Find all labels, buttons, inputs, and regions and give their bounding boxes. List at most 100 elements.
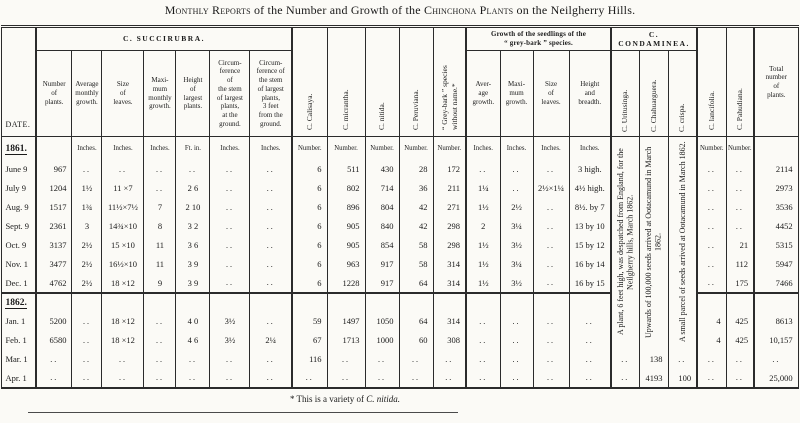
value-cell: ..: [209, 235, 250, 255]
species-column-header-calisaya: C. Calisaya.: [291, 26, 328, 137]
date-cell: Mar. 1: [1, 349, 36, 369]
date-label: Mar. 1: [5, 354, 28, 364]
value-cell: ..: [143, 159, 176, 179]
value-cell: ..: [568, 330, 612, 350]
column-header-height: Height of largest plants.: [175, 50, 210, 137]
table-row: July 9 1204 1½ 11 ×7.. 2 6.... 6 802 714 36 211 1¼…: [1, 178, 799, 198]
value-cell: ..: [696, 216, 727, 236]
value-cell: 116: [291, 349, 328, 369]
value-cell: 6: [291, 159, 328, 179]
value-cell: ..: [667, 349, 698, 369]
condaminea-note-text: A small parcel of seeds arrived at Ootac…: [677, 141, 687, 343]
value-cell: [753, 291, 799, 312]
value-cell: 25,000: [753, 368, 799, 388]
date-cell: Aug. 9: [1, 197, 36, 217]
value-cell: ..: [101, 349, 144, 369]
value-cell: ..: [610, 368, 640, 388]
value-cell: 172: [432, 159, 467, 179]
value-cell: ..: [532, 254, 570, 274]
value-cell: 5947: [753, 254, 799, 274]
value-cell: ..: [143, 349, 176, 369]
value-cell: 1228: [326, 273, 366, 293]
column-header-seedling-avg: Aver- age growth.: [465, 50, 501, 137]
value-cell: 511: [326, 159, 366, 179]
value-cell: [696, 291, 727, 312]
value-cell: ..: [71, 349, 102, 369]
condaminea-note-cell: A small parcel of seeds arrived at Ootac…: [667, 136, 698, 350]
value-cell: 5200: [34, 311, 72, 331]
value-cell: 804: [364, 197, 400, 217]
condaminea-note-cell: A plant, 6 feet high, was despatched fro…: [610, 136, 640, 350]
value-cell: ..: [209, 178, 250, 198]
table-row: June 9 967............ 6 511 430 28 172...... 3…: [1, 159, 799, 179]
value-cell: [432, 291, 467, 312]
value-cell: 42: [398, 197, 434, 217]
value-cell: 1½: [465, 254, 501, 274]
value-cell: [364, 291, 400, 312]
species-column-header-lancifolia: C. lancifolia.: [696, 26, 727, 137]
value-cell: 3¼: [499, 216, 534, 236]
value-cell: 963: [326, 254, 366, 274]
value-cell: 36: [398, 178, 434, 198]
table-row: 1861. Inches. Inches. Inches. Ft. in. Inches.…: [1, 136, 799, 350]
value-cell: 138: [638, 349, 669, 369]
value-cell: Number.: [326, 136, 366, 160]
value-cell: ..: [465, 349, 501, 369]
value-cell: 21: [725, 235, 755, 255]
value-cell: Inches.: [499, 136, 534, 160]
value-cell: 896: [326, 197, 366, 217]
title-part-end: on the Neilgherry Hills.: [513, 3, 636, 17]
table-row: 1862.: [1, 291, 799, 312]
page-title: Monthly Reports of the Number and Growth…: [0, 0, 800, 18]
value-cell: 3¼: [499, 254, 534, 274]
species-column-header-chahuarguera: C. Chahuarguera.: [638, 50, 669, 137]
species-column-header-pahudiana: C. Pahudiana.: [725, 26, 755, 137]
column-header-circ-ground: Circum- ference of the stem of largest p…: [209, 50, 250, 137]
date-label: Oct. 9: [5, 240, 27, 250]
value-cell: ..: [696, 254, 727, 274]
value-cell: Inches.: [101, 136, 144, 160]
value-cell: 4½ high.: [568, 178, 612, 198]
value-cell: [175, 291, 210, 312]
value-cell: ..: [725, 178, 755, 198]
value-cell: ..: [532, 235, 570, 255]
value-cell: 112: [725, 254, 755, 274]
table-row: Mar. 1.............. 116.................…: [1, 349, 799, 369]
value-cell: Inches.: [209, 136, 250, 160]
value-cell: 2½: [71, 254, 102, 274]
date-cell: June 9: [1, 159, 36, 179]
value-cell: 18 ×12: [101, 311, 144, 331]
value-cell: ..: [364, 368, 400, 388]
value-cell: Inches.: [568, 136, 612, 160]
value-cell: ..: [249, 216, 293, 236]
value-cell: ..: [465, 368, 501, 388]
value-cell: 3: [71, 216, 102, 236]
value-cell: 314: [432, 254, 467, 274]
value-cell: 16½×10: [101, 254, 144, 274]
value-cell: 7: [143, 197, 176, 217]
value-cell: 211: [432, 178, 467, 198]
value-cell: ..: [696, 235, 727, 255]
value-cell: 840: [364, 216, 400, 236]
column-header-seedling-height: Height and breadth.: [568, 50, 612, 137]
value-cell: 1½: [465, 235, 501, 255]
value-cell: 8½. by 7: [568, 197, 612, 217]
value-cell: ..: [71, 330, 102, 350]
date-cell: Feb. 1: [1, 330, 36, 350]
value-cell: ..: [143, 311, 176, 331]
value-cell: 3477: [34, 254, 72, 274]
value-cell: 917: [364, 273, 400, 293]
group-header-condaminea: C. CONDAMINEA.: [610, 26, 698, 51]
value-cell: ..: [143, 368, 176, 388]
value-cell: ..: [696, 159, 727, 179]
table-row: Apr. 1..................................…: [1, 368, 799, 388]
value-cell: Number.: [432, 136, 467, 160]
value-cell: [499, 291, 534, 312]
bottom-rule: [28, 411, 458, 413]
value-cell: 15 by 12: [568, 235, 612, 255]
value-cell: ..: [209, 368, 250, 388]
value-cell: 14¾×10: [101, 216, 144, 236]
value-cell: 298: [432, 216, 467, 236]
value-cell: ..: [532, 273, 570, 293]
value-cell: ..: [209, 197, 250, 217]
